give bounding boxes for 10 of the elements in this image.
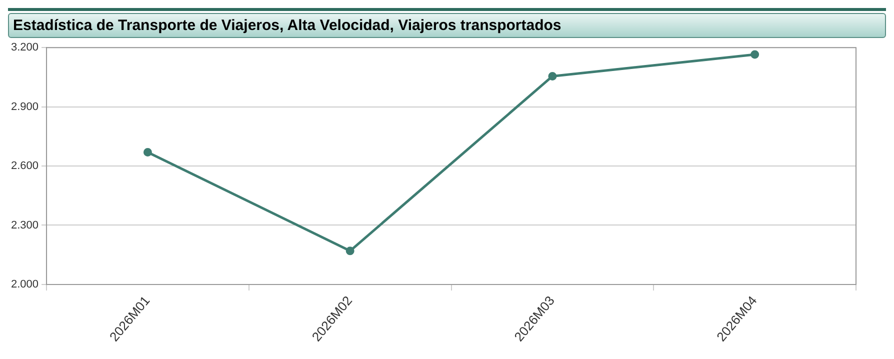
y-tick-label: 2.900 bbox=[10, 100, 39, 113]
point bbox=[750, 50, 760, 59]
y-tick-label: 3.200 bbox=[10, 42, 39, 54]
y-tick-label: 2.000 bbox=[10, 278, 39, 290]
point bbox=[143, 148, 152, 156]
y-tick-label: 2.300 bbox=[10, 219, 39, 232]
point bbox=[346, 246, 354, 256]
y-tick-label: 2.600 bbox=[10, 160, 39, 172]
point bbox=[548, 72, 557, 80]
chart-title: Estadística de Transporte de Viajeros, Alta Velocidad, Viajeros transportados bbox=[8, 13, 886, 38]
